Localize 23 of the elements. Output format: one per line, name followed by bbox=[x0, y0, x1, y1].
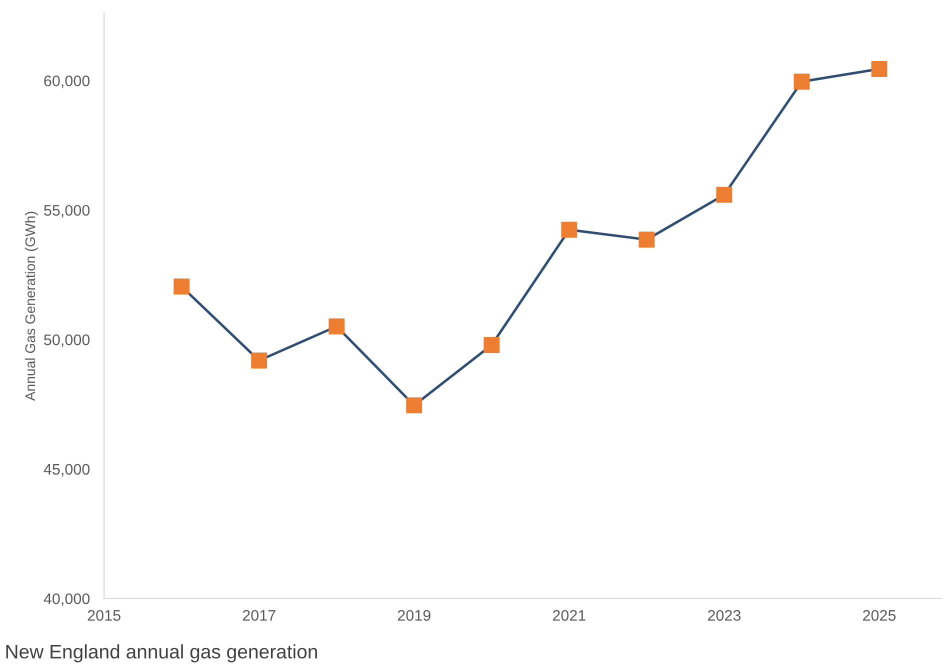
x-tick-label: 2019 bbox=[398, 610, 430, 621]
x-tick-label: 2015 bbox=[88, 610, 120, 621]
point bbox=[716, 186, 732, 203]
y-tick-label: 55,000 bbox=[44, 204, 90, 218]
point bbox=[406, 397, 422, 414]
point bbox=[251, 352, 268, 369]
y-tick-label: 45,000 bbox=[44, 464, 90, 477]
point bbox=[484, 337, 500, 353]
x-tick-label: 2021 bbox=[552, 610, 586, 621]
y-tick-label: 60,000 bbox=[44, 75, 90, 88]
x-tick-label: 2025 bbox=[863, 610, 896, 621]
y-tick-label: 40,000 bbox=[44, 593, 90, 606]
point bbox=[561, 222, 578, 238]
point bbox=[794, 74, 810, 90]
point bbox=[174, 278, 190, 294]
y-axis-title: Annual Gas Generation (GWh) bbox=[24, 212, 38, 401]
x-tick-label: 2017 bbox=[242, 610, 276, 621]
point bbox=[638, 232, 655, 248]
text: New England annual gas generation bbox=[6, 644, 317, 662]
x-tick-label: 2023 bbox=[708, 610, 741, 621]
point bbox=[871, 60, 888, 77]
point bbox=[328, 318, 345, 334]
y-tick-label: 50,000 bbox=[44, 334, 90, 348]
